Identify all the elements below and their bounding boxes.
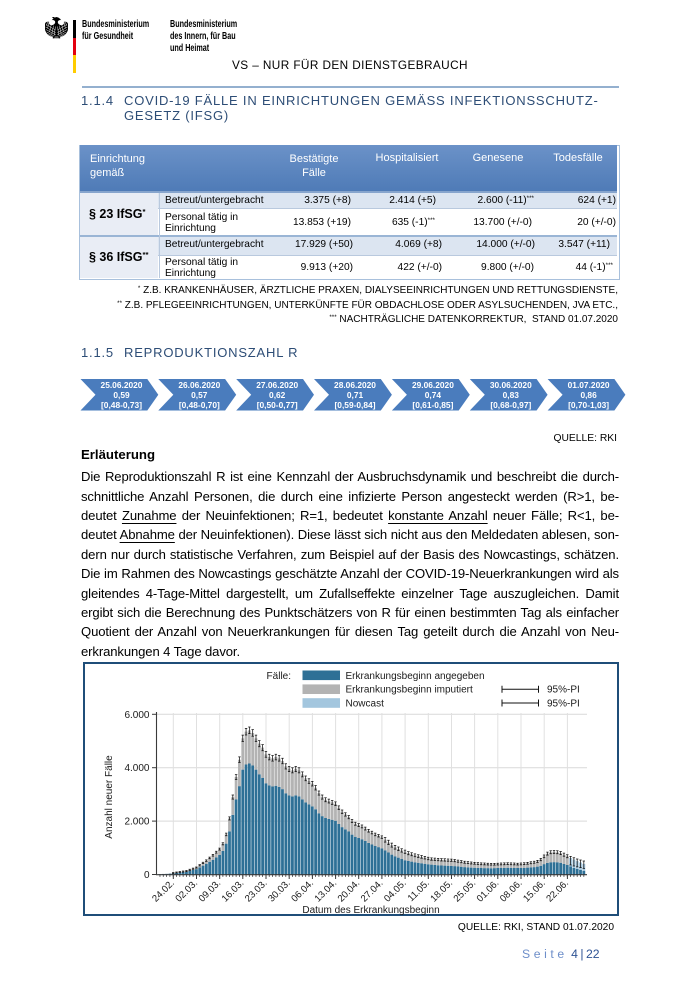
svg-text:[0,50-0,77]: [0,50-0,77] bbox=[257, 400, 298, 410]
svg-text:09.03.: 09.03. bbox=[197, 878, 224, 905]
svg-text:16.03.: 16.03. bbox=[220, 878, 247, 905]
svg-text:02.03.: 02.03. bbox=[173, 878, 200, 905]
svg-text:95%-PI: 95%-PI bbox=[547, 685, 580, 696]
svg-text:01.06.: 01.06. bbox=[475, 878, 502, 905]
svg-text:23.03.: 23.03. bbox=[243, 878, 270, 905]
svg-text:30.06.2020: 30.06.2020 bbox=[490, 380, 532, 390]
svg-text:01.07.2020: 01.07.2020 bbox=[568, 380, 610, 390]
svg-text:18.05.: 18.05. bbox=[428, 878, 455, 905]
svg-text:4.000: 4.000 bbox=[124, 763, 149, 774]
svg-text:24.02.: 24.02. bbox=[150, 878, 177, 905]
svg-text:25.06.2020: 25.06.2020 bbox=[101, 380, 143, 390]
svg-text:0,62: 0,62 bbox=[269, 390, 286, 400]
svg-text:22.06.: 22.06. bbox=[544, 878, 571, 905]
svg-text:Fälle:: Fälle: bbox=[267, 671, 291, 682]
svg-text:[0,70-1,03]: [0,70-1,03] bbox=[568, 400, 609, 410]
svg-text:6.000: 6.000 bbox=[124, 710, 149, 721]
svg-text:28.06.2020: 28.06.2020 bbox=[334, 380, 376, 390]
svg-text:[0,61-0,85]: [0,61-0,85] bbox=[412, 400, 453, 410]
svg-text:Erkrankungsbeginn angegeben: Erkrankungsbeginn angegeben bbox=[346, 671, 485, 682]
svg-text:11.05.: 11.05. bbox=[406, 878, 432, 904]
svg-text:26.06.2020: 26.06.2020 bbox=[178, 380, 220, 390]
svg-text:95%-PI: 95%-PI bbox=[547, 699, 580, 710]
svg-text:27.06.2020: 27.06.2020 bbox=[256, 380, 298, 390]
svg-text:15.06.: 15.06. bbox=[521, 878, 548, 905]
svg-text:29.06.2020: 29.06.2020 bbox=[412, 380, 454, 390]
svg-text:0,57: 0,57 bbox=[191, 390, 208, 400]
svg-text:06.04.: 06.04. bbox=[289, 878, 316, 905]
svg-text:Datum des Erkrankungsbeginn: Datum des Erkrankungsbeginn bbox=[302, 905, 439, 916]
svg-text:0,83: 0,83 bbox=[503, 390, 520, 400]
svg-text:Nowcast: Nowcast bbox=[346, 699, 385, 710]
svg-text:13.04.: 13.04. bbox=[313, 878, 340, 905]
svg-text:2.000: 2.000 bbox=[124, 817, 149, 828]
svg-text:[0,68-0,97]: [0,68-0,97] bbox=[490, 400, 531, 410]
svg-text:20.04.: 20.04. bbox=[336, 878, 363, 905]
svg-text:0,71: 0,71 bbox=[347, 390, 364, 400]
svg-text:[0,48-0,70]: [0,48-0,70] bbox=[179, 400, 220, 410]
svg-text:25.05.: 25.05. bbox=[452, 878, 479, 905]
svg-text:27.04.: 27.04. bbox=[359, 878, 386, 905]
svg-text:04.05.: 04.05. bbox=[382, 878, 409, 905]
svg-text:30.03.: 30.03. bbox=[266, 878, 293, 905]
svg-text:Erkrankungsbeginn imputiert: Erkrankungsbeginn imputiert bbox=[346, 685, 474, 696]
svg-text:08.06.: 08.06. bbox=[498, 878, 525, 905]
svg-text:[0,59-0,84]: [0,59-0,84] bbox=[335, 400, 376, 410]
svg-text:Anzahl neuer Fälle: Anzahl neuer Fälle bbox=[104, 755, 115, 839]
svg-text:0: 0 bbox=[144, 870, 150, 881]
svg-text:0,86: 0,86 bbox=[580, 390, 597, 400]
svg-text:0,74: 0,74 bbox=[425, 390, 442, 400]
svg-text:0,59: 0,59 bbox=[113, 390, 130, 400]
svg-text:[0,48-0,73]: [0,48-0,73] bbox=[101, 400, 142, 410]
